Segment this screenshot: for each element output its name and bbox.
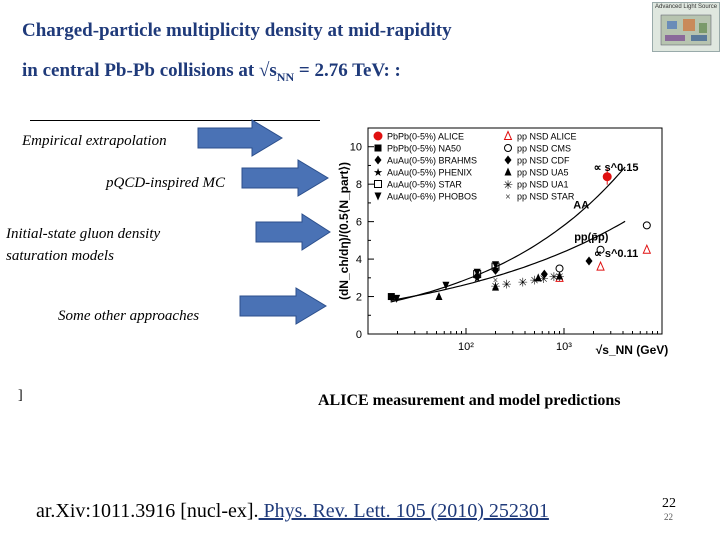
legend-marker — [374, 144, 382, 152]
reference-citation: ar.Xiv:1011.3916 [nucl-ex]. Phys. Rev. L… — [36, 500, 549, 523]
legend-label: pp NSD STAR — [517, 192, 575, 202]
title-subscript: NN — [276, 69, 295, 84]
chart-annotation: AA — [573, 200, 589, 212]
legend-marker — [374, 155, 382, 165]
legend-label: pp NSD ALICE — [517, 132, 577, 142]
chart-data-points: ★★✳ ✳ ✳ ✳ ✳ ✳✳× — [387, 168, 652, 303]
data-point — [492, 261, 500, 270]
label-other-approaches: Some other approaches — [58, 305, 200, 327]
arrow-empirical — [197, 119, 283, 157]
legend-marker — [373, 131, 383, 141]
y-tick-label: 2 — [356, 292, 362, 304]
legend-marker — [374, 192, 382, 201]
arxiv-reference: ar.Xiv:1011.3916 [nucl-ex]. — [36, 500, 259, 522]
data-point: ✳ — [554, 270, 564, 284]
data-point — [596, 245, 605, 254]
multiplicity-chart: 0 2 4 6 8 10 10² 10³ √s_NN (GeV) (dN_ch/dη)/(0.5⟨… — [337, 127, 669, 357]
data-point: ★ — [472, 273, 482, 285]
data-point — [492, 282, 500, 291]
page-number-small: 22 — [664, 512, 673, 522]
fit-curve — [390, 220, 626, 302]
legend-marker — [504, 167, 512, 176]
data-point: ✳ — [518, 276, 528, 290]
logo-building-graphic — [660, 14, 712, 46]
data-point — [435, 292, 443, 301]
slide-title-line1: Charged-particle multiplicity density at… — [22, 20, 452, 41]
chart-annotation: pp(p̄p) — [574, 231, 609, 243]
y-axis-label: (dN_ch/dη)/(0.5⟨N_part⟩) — [337, 162, 351, 300]
legend-label: pp NSD UA1 — [517, 180, 569, 190]
data-point: × — [493, 276, 499, 287]
legend-marker: × — [505, 192, 511, 203]
legend-label: AuAu(0-5%) PHENIX — [387, 168, 472, 178]
legend-marker — [504, 155, 512, 165]
data-point — [393, 294, 401, 303]
chart-annotations: AA pp(p̄p) ∝ s^0.15 ∝ s^0.11 — [573, 162, 638, 260]
chart-axes: 0 2 4 6 8 10 10² 10³ √s_NN (GeV) (dN_ch/dη)/(0.5⟨… — [337, 127, 669, 357]
data-point: ✳ — [502, 277, 512, 291]
label-pqcd-mc: pQCD-inspired MC — [106, 172, 226, 194]
legend-label: AuAu(0-6%) PHOBOS — [387, 192, 477, 202]
chart-legend: PbPb(0-5%) ALICE PbPb(0-5%) NA50 AuAu(0-5%… — [373, 130, 577, 203]
x-tick-label: 10³ — [556, 341, 572, 353]
title-divider — [30, 120, 320, 121]
plot-frame — [367, 127, 663, 335]
data-point — [387, 293, 395, 301]
legend-label: pp NSD UA5 — [517, 168, 569, 178]
legend-label: pp NSD CMS — [517, 144, 571, 154]
y-tick-label: 6 — [356, 217, 362, 229]
x-tick-label: 10² — [458, 341, 474, 353]
logo-image: Advanced Light Source — [652, 2, 720, 52]
page-number: 22 — [662, 496, 676, 511]
legend-label: AuAu(0-5%) BRAHMS — [387, 156, 477, 166]
data-point — [602, 172, 612, 182]
data-point — [473, 268, 481, 277]
data-point — [442, 281, 450, 290]
data-point — [534, 273, 542, 282]
data-point — [556, 271, 564, 280]
legend-marker — [504, 144, 512, 152]
legend-label: AuAu(0-5%) STAR — [387, 180, 462, 190]
legend-label: PbPb(0-5%) ALICE — [387, 132, 464, 142]
y-tick-label: 8 — [356, 179, 362, 191]
label-saturation-models: Initial-state gluon density saturation m… — [6, 223, 196, 267]
legend-marker: ✳ — [503, 178, 513, 192]
data-point: ✳ — [490, 279, 500, 293]
stray-bracket: ] — [18, 388, 23, 403]
legend-label: PbPb(0-5%) NA50 — [387, 144, 461, 154]
chart-annotation: ∝ s^0.11 — [594, 248, 638, 260]
data-point: ✳ — [549, 270, 559, 284]
data-point — [642, 243, 652, 254]
y-tick-label: 0 — [356, 329, 362, 341]
data-point: ✳ — [529, 274, 539, 288]
slide-title-line2: in central Pb-Pb collisions at √sNN = 2.… — [22, 60, 401, 85]
data-point — [642, 221, 651, 230]
data-point: ★ — [491, 263, 501, 275]
chart-fit-curves — [390, 166, 626, 303]
journal-link[interactable]: Phys. Rev. Lett. 105 (2010) 252301 — [258, 500, 549, 522]
data-point: ✳ — [539, 272, 549, 286]
title-suffix: = 2.76 TeV: : — [294, 60, 401, 81]
label-empirical-extrapolation: Empirical extrapolation — [22, 130, 167, 152]
legend-label: pp NSD CDF — [517, 156, 570, 166]
y-tick-label: 4 — [356, 254, 362, 266]
x-axis-label: √s_NN (GeV) — [596, 343, 669, 357]
data-point — [540, 269, 548, 279]
data-point — [585, 256, 593, 266]
data-point — [596, 260, 605, 271]
arrow-other — [239, 287, 327, 325]
legend-marker — [503, 130, 513, 140]
arrow-saturation — [255, 213, 331, 251]
legend-marker — [374, 180, 382, 188]
title-prefix: in central Pb-Pb collisions at √s — [22, 60, 277, 81]
arrow-pqcd — [241, 159, 329, 197]
legend-marker: ★ — [373, 167, 383, 179]
logo-text: Advanced Light Source — [655, 4, 718, 10]
fit-curve — [390, 166, 626, 303]
y-tick-label: 10 — [350, 142, 362, 154]
chart-caption: ALICE measurement and model predictions — [318, 392, 621, 409]
chart-annotation: ∝ s^0.15 — [594, 162, 639, 174]
